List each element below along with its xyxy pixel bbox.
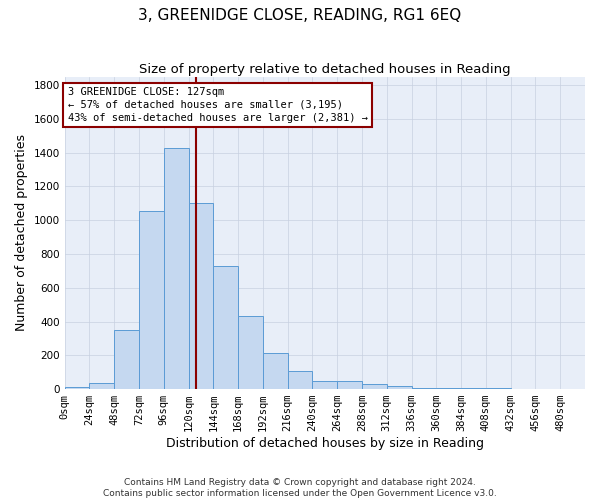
Bar bbox=[313, 380, 337, 389]
Bar bbox=[164, 148, 188, 389]
Bar bbox=[238, 316, 263, 389]
Title: Size of property relative to detached houses in Reading: Size of property relative to detached ho… bbox=[139, 62, 511, 76]
Bar bbox=[214, 266, 238, 389]
Bar bbox=[362, 384, 387, 389]
Bar bbox=[337, 382, 362, 389]
Bar bbox=[188, 204, 214, 389]
Bar bbox=[461, 388, 486, 389]
Bar bbox=[263, 353, 287, 389]
Bar bbox=[412, 388, 436, 389]
Text: Contains HM Land Registry data © Crown copyright and database right 2024.
Contai: Contains HM Land Registry data © Crown c… bbox=[103, 478, 497, 498]
Text: 3 GREENIDGE CLOSE: 127sqm
← 57% of detached houses are smaller (3,195)
43% of se: 3 GREENIDGE CLOSE: 127sqm ← 57% of detac… bbox=[68, 87, 368, 123]
Bar bbox=[114, 330, 139, 389]
Bar bbox=[486, 388, 511, 389]
X-axis label: Distribution of detached houses by size in Reading: Distribution of detached houses by size … bbox=[166, 437, 484, 450]
Bar bbox=[65, 388, 89, 389]
Bar bbox=[139, 211, 164, 389]
Bar bbox=[387, 386, 412, 389]
Bar bbox=[287, 372, 313, 389]
Text: 3, GREENIDGE CLOSE, READING, RG1 6EQ: 3, GREENIDGE CLOSE, READING, RG1 6EQ bbox=[139, 8, 461, 22]
Bar bbox=[436, 388, 461, 389]
Y-axis label: Number of detached properties: Number of detached properties bbox=[15, 134, 28, 332]
Bar bbox=[89, 383, 114, 389]
